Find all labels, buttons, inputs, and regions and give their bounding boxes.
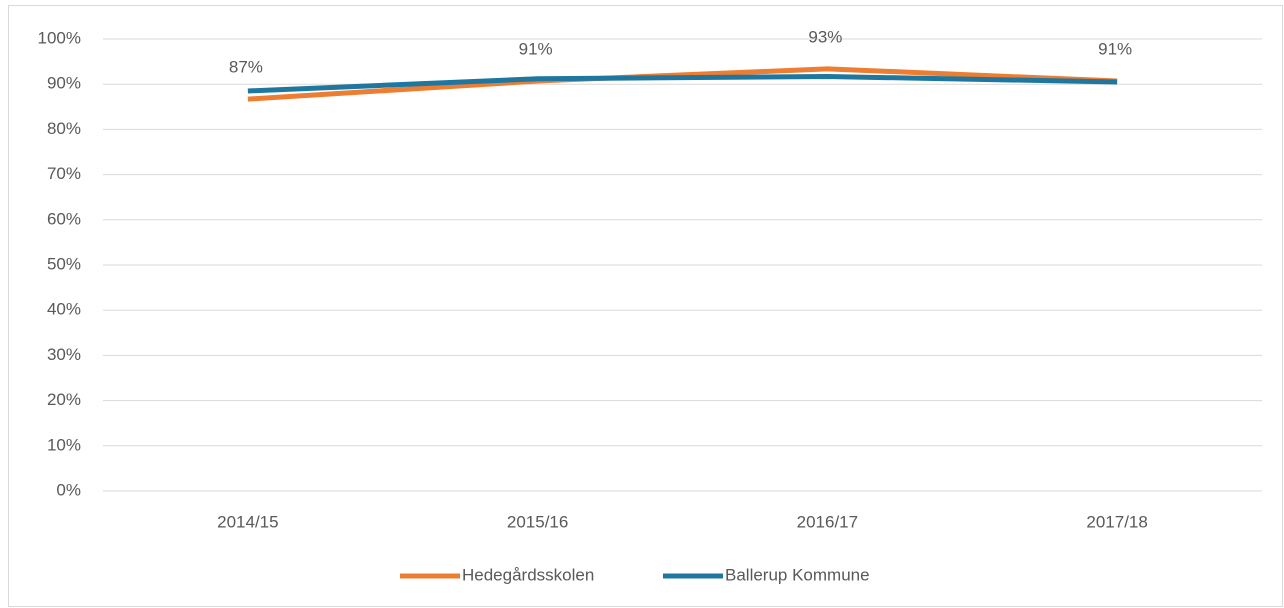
y-tick-label: 60% [47,209,81,228]
data-label: 93% [808,27,842,46]
legend-label: Hedegårdsskolen [462,565,594,584]
y-tick-label: 40% [47,300,81,319]
y-tick-label: 30% [47,345,81,364]
data-label: 91% [1098,40,1132,59]
y-tick-label: 80% [47,119,81,138]
x-tick-label: 2015/16 [507,512,568,531]
y-tick-label: 100% [38,28,81,47]
y-tick-label: 10% [47,435,81,454]
x-tick-label: 2017/18 [1086,512,1147,531]
x-tick-label: 2016/17 [797,512,858,531]
x-tick-label: 2014/15 [217,512,278,531]
series-line [247,66,1118,102]
series-line [247,74,1118,94]
legend-label: Ballerup Kommune [725,565,870,584]
data-label: 91% [519,40,553,59]
data-label: 87% [229,58,263,77]
chart-border [8,5,1283,607]
y-tick-label: 70% [47,164,81,183]
y-tick-label: 90% [47,74,81,93]
y-tick-label: 20% [47,390,81,409]
y-tick-label: 0% [56,480,81,499]
y-tick-label: 50% [47,254,81,273]
